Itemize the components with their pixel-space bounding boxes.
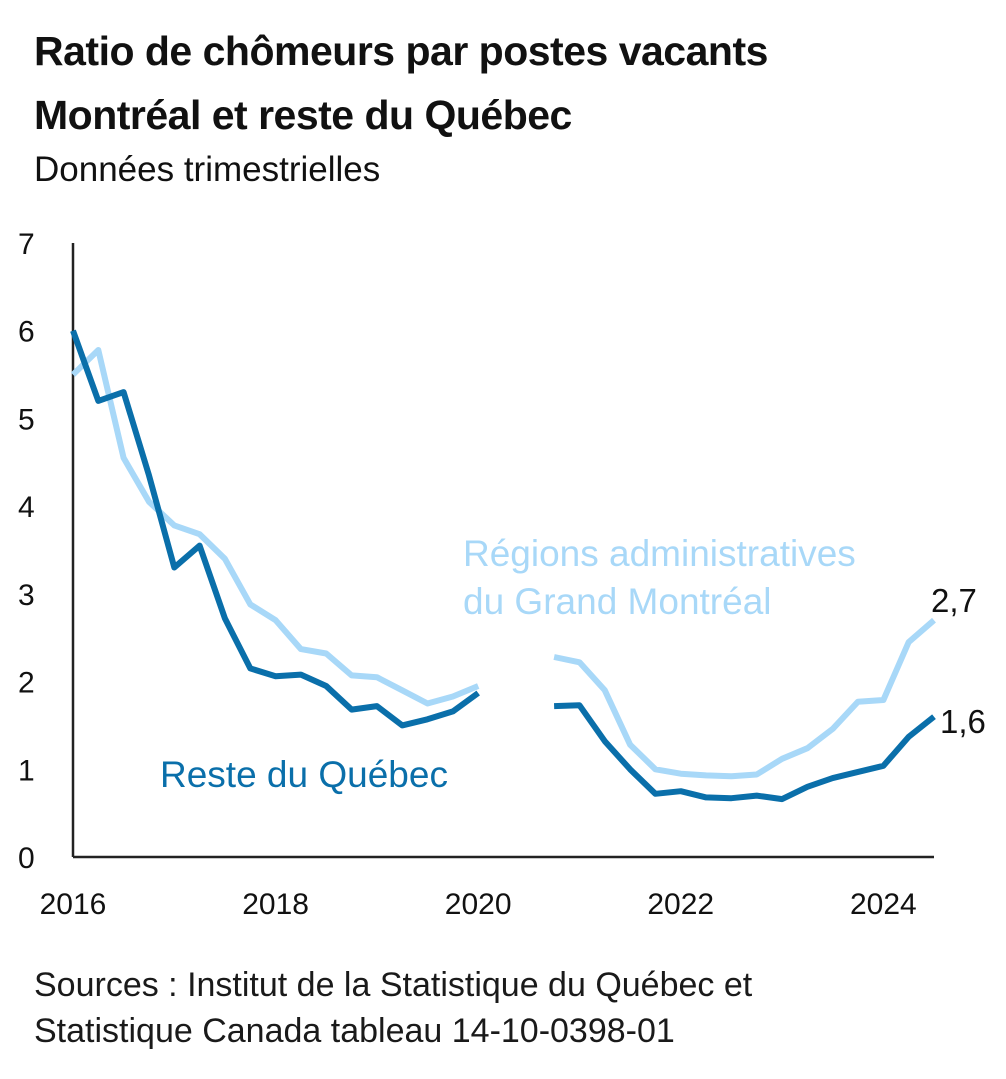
x-tick-label: 2018 <box>242 888 309 921</box>
end-value-label-reste-du-quebec: 1,6 <box>940 703 986 740</box>
chart-title: Ratio de chômeurs par postes vacants <box>34 28 768 74</box>
y-tick-label: 0 <box>18 842 35 875</box>
chart-title-line-2: Montréal et reste du Québec <box>34 92 572 138</box>
x-tick-label: 2020 <box>445 888 512 921</box>
y-tick-label: 3 <box>18 579 35 612</box>
series-label-reste-du-quebec: Reste du Québec <box>160 754 448 795</box>
y-tick-label: 1 <box>18 754 35 787</box>
end-value-label-grand-montreal: 2,7 <box>931 582 977 619</box>
line-chart: 0 1 2 3 4 5 6 7 2016 2018 2020 2022 2024 Régions admi… <box>18 228 986 921</box>
series-line-grand-montreal <box>70 347 936 780</box>
y-tick-label: 7 <box>18 228 35 261</box>
series-label-grand-montreal: Régions administratives <box>463 533 856 574</box>
x-tick-label: 2016 <box>40 888 107 921</box>
source-note-line-2: Statistique Canada tableau 14-10-0398-01 <box>34 1012 675 1050</box>
y-tick-label: 6 <box>18 316 35 349</box>
y-tick-label: 4 <box>18 491 35 524</box>
x-tick-label: 2022 <box>647 888 714 921</box>
y-tick-label: 5 <box>18 403 35 436</box>
series-line-reste-du-quebec <box>70 329 936 803</box>
chart-subtitle: Données trimestrielles <box>34 150 381 189</box>
source-note: Sources : Institut de la Statistique du … <box>34 966 753 1004</box>
series-label-grand-montreal: du Grand Montréal <box>463 581 772 622</box>
x-tick-label: 2024 <box>850 888 917 921</box>
y-tick-label: 2 <box>18 667 35 700</box>
